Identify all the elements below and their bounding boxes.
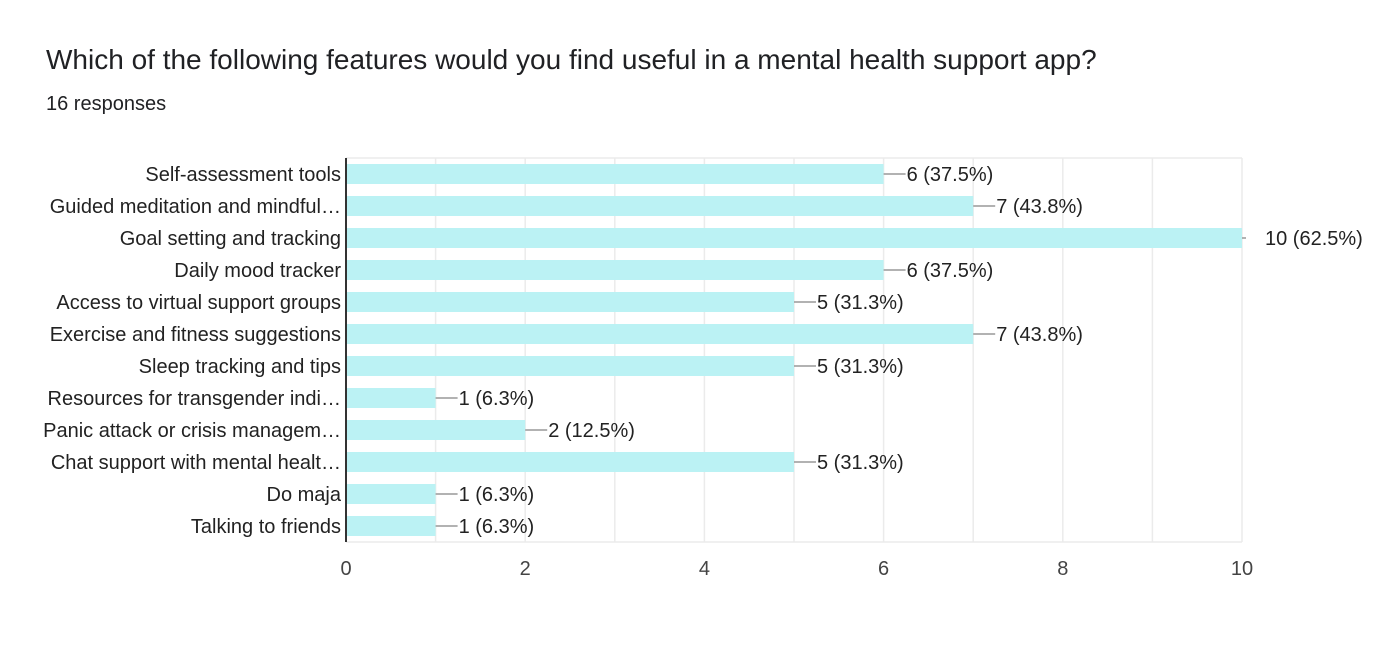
category-label: Goal setting and tracking bbox=[120, 228, 341, 250]
bar bbox=[346, 484, 436, 504]
bar bbox=[346, 420, 526, 440]
bar bbox=[346, 516, 436, 536]
data-label: 2 (12.5%) bbox=[548, 420, 635, 442]
data-label: 6 (37.5%) bbox=[907, 260, 994, 282]
data-label: 6 (37.5%) bbox=[907, 164, 994, 186]
bar bbox=[346, 260, 884, 280]
bar bbox=[346, 324, 974, 344]
category-label: Chat support with mental healt… bbox=[51, 452, 341, 474]
x-tick-label: 6 bbox=[878, 558, 889, 580]
response-count: 16 responses bbox=[46, 93, 167, 115]
data-label: 5 (31.3%) bbox=[817, 356, 904, 378]
category-label: Panic attack or crisis managem… bbox=[43, 420, 341, 442]
category-label: Access to virtual support groups bbox=[56, 292, 341, 314]
bar bbox=[346, 292, 794, 312]
category-label: Daily mood tracker bbox=[174, 260, 341, 282]
data-label: 5 (31.3%) bbox=[817, 292, 904, 314]
category-label: Talking to friends bbox=[191, 516, 341, 538]
data-label: 7 (43.8%) bbox=[996, 196, 1083, 218]
x-tick-label: 8 bbox=[1057, 558, 1068, 580]
x-tick-label: 10 bbox=[1231, 558, 1253, 580]
category-label: Self-assessment tools bbox=[145, 164, 341, 186]
data-label: 1 (6.3%) bbox=[459, 516, 535, 538]
data-label: 5 (31.3%) bbox=[817, 452, 904, 474]
category-label: Guided meditation and mindful… bbox=[50, 196, 341, 218]
x-tick-label: 0 bbox=[340, 558, 351, 580]
category-label: Do maja bbox=[267, 484, 342, 506]
bar bbox=[346, 164, 884, 184]
data-label: 10 (62.5%) bbox=[1265, 228, 1363, 250]
data-label: 1 (6.3%) bbox=[459, 484, 535, 506]
chart-title: Which of the following features would yo… bbox=[46, 44, 1097, 75]
data-label: 1 (6.3%) bbox=[459, 388, 535, 410]
x-tick-label: 4 bbox=[699, 558, 710, 580]
bar bbox=[346, 388, 436, 408]
bar bbox=[346, 228, 1242, 248]
category-label: Exercise and fitness suggestions bbox=[50, 324, 341, 346]
x-tick-label: 2 bbox=[520, 558, 531, 580]
category-label: Sleep tracking and tips bbox=[139, 356, 341, 378]
category-label: Resources for transgender indi… bbox=[48, 388, 341, 410]
data-label: 7 (43.8%) bbox=[996, 324, 1083, 346]
bar bbox=[346, 356, 794, 376]
bar bbox=[346, 196, 974, 216]
bar bbox=[346, 452, 794, 472]
